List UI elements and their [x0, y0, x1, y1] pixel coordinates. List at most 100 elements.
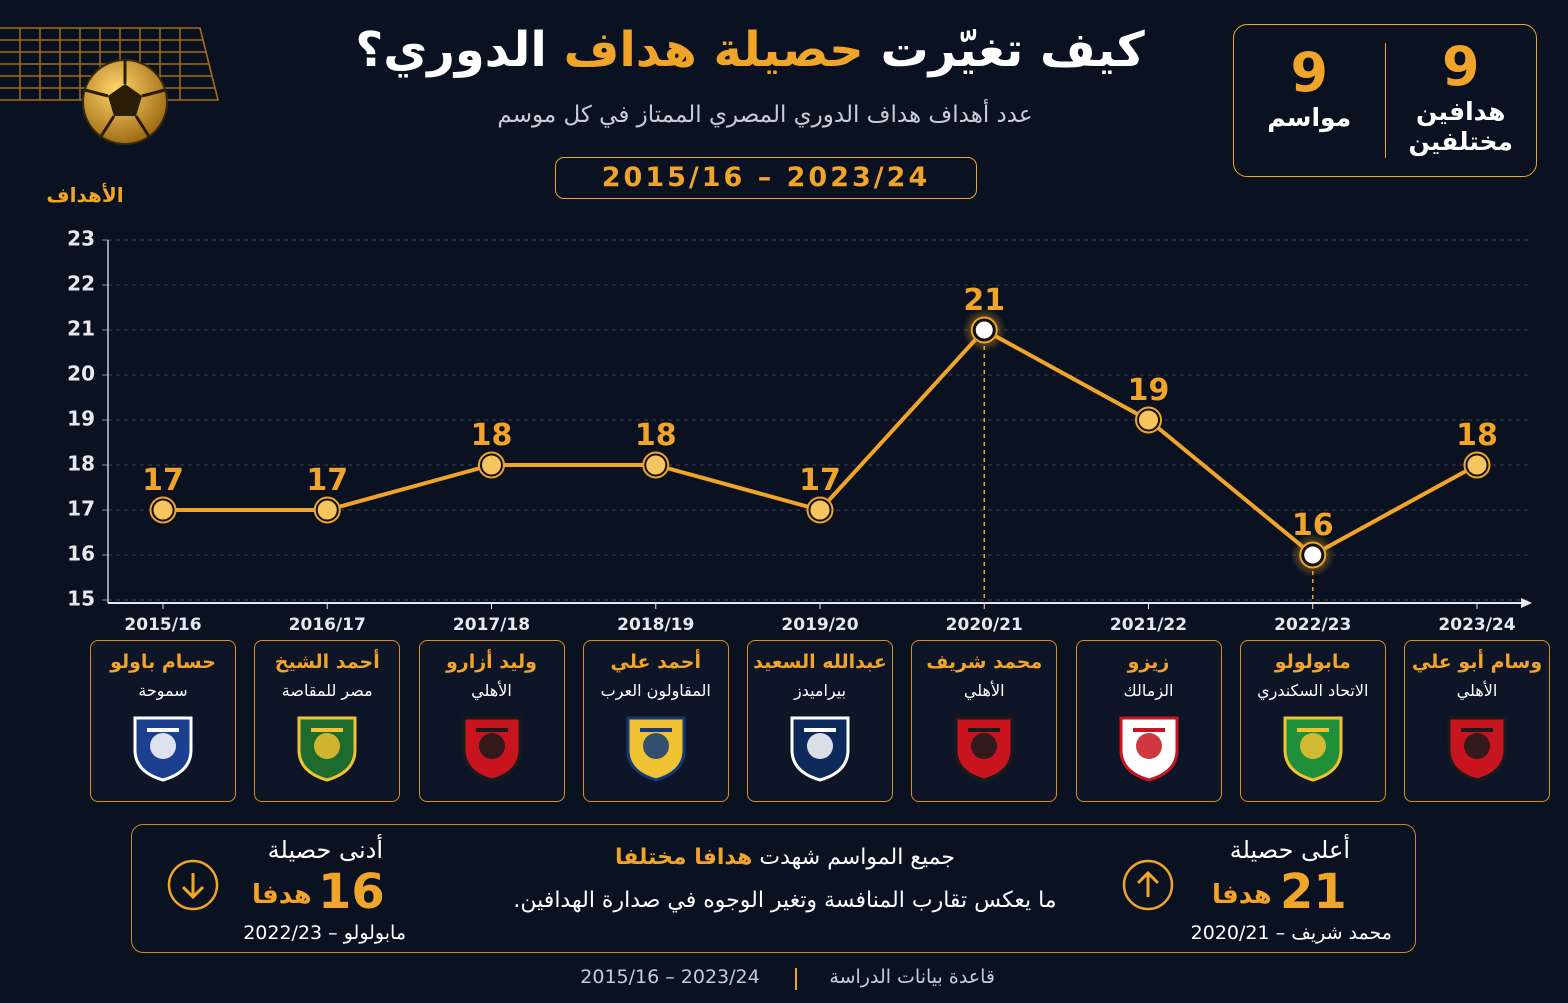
- x-tick-label: 2021/22: [1110, 615, 1187, 635]
- club-name: الزمالك: [1123, 681, 1174, 700]
- player-card: وسام أبو علي الأهلي: [1404, 640, 1550, 802]
- club-logo: [133, 716, 193, 782]
- summary-line: جميع المواسم شهدت هدافا مختلفا: [480, 845, 1090, 870]
- x-tick-label: 2020/21: [946, 615, 1023, 635]
- stats-box: 9 هدافين مختلفين 9 مواسم: [1233, 24, 1537, 177]
- low-label: أدنى حصيلة: [267, 836, 383, 864]
- high-unit: هدفا: [1212, 880, 1272, 910]
- club-name: سموحة: [138, 681, 188, 700]
- point: [1464, 452, 1490, 478]
- up-icon: [1122, 859, 1174, 911]
- club-name: الأهلي: [1456, 681, 1498, 700]
- club-name: مصر للمقاصة: [281, 681, 373, 700]
- footer-separator: [795, 968, 797, 990]
- player-name: زيزو: [1127, 651, 1170, 673]
- player-card: عبدالله السعيد بيراميدز: [747, 640, 893, 802]
- y-tick-label: 18: [67, 452, 95, 476]
- y-tick-label: 22: [67, 272, 95, 296]
- club-logo: [954, 716, 1014, 782]
- down-icon: [167, 859, 219, 911]
- y-tick-label: 17: [67, 497, 95, 521]
- high-value: 21: [1280, 864, 1347, 920]
- subtitle: عدد أهداف هداف الدوري المصري الممتاز في …: [497, 102, 1033, 128]
- player-card: وليد أزارو الأهلي: [418, 640, 565, 802]
- club-logo: [297, 716, 357, 782]
- player-card: أحمد علي المقاولون العرب: [582, 640, 729, 802]
- player-name: حسام باولو: [110, 651, 216, 673]
- x-tick-label: 2017/18: [453, 615, 530, 635]
- club-logo: [1283, 716, 1343, 782]
- point-ring: [313, 496, 341, 524]
- title-part: الدوري؟: [355, 22, 547, 78]
- point-ring: [149, 496, 177, 524]
- point-ring: [1135, 406, 1162, 434]
- value-label: 16: [1292, 508, 1334, 543]
- value-label: 17: [799, 463, 841, 498]
- value-label: 19: [1128, 373, 1170, 408]
- player-card: محمد شريف الأهلي: [911, 640, 1058, 802]
- point-ring: [1463, 451, 1491, 479]
- y-tick-label: 21: [67, 317, 95, 341]
- x-axis-arrow: [1521, 598, 1532, 608]
- player-name: محمد شريف: [926, 651, 1043, 673]
- x-tick-label: 2018/19: [617, 615, 694, 635]
- player-name: أحمد علي: [610, 651, 702, 673]
- title: كيف تغيّرت حصيلة هداف الدوري؟: [300, 22, 1200, 78]
- club-logo: [462, 716, 521, 782]
- player-name: وسام أبو علي: [1411, 651, 1543, 673]
- summary-box: [131, 824, 1416, 953]
- player-card: حسام باولو سموحة: [90, 640, 236, 802]
- club-name: الاتحاد السكندري: [1257, 681, 1369, 700]
- point: [314, 497, 340, 523]
- stat: 9 مواسم: [1234, 43, 1386, 158]
- point: [643, 452, 669, 478]
- stat-value: 9: [1441, 35, 1480, 98]
- value-label: 18: [635, 418, 677, 453]
- stat-label: مواسم: [1267, 103, 1352, 132]
- player-card: أحمد الشيخ مصر للمقاصة: [254, 640, 401, 802]
- title-part: كيف تغيّرت: [880, 22, 1145, 78]
- value-label: 18: [471, 418, 513, 453]
- point-ring: [1299, 541, 1327, 569]
- point-ring: [642, 451, 670, 479]
- value-label: 21: [963, 283, 1005, 318]
- y-tick-label: 19: [67, 407, 95, 431]
- value-label: 17: [142, 463, 184, 498]
- y-tick-label: 15: [67, 587, 95, 611]
- y-tick-label: 16: [67, 542, 95, 566]
- player-card: مابولولو الاتحاد السكندري: [1239, 640, 1386, 802]
- club-logo: [1447, 716, 1507, 782]
- x-tick-label: 2022/23: [1274, 615, 1351, 635]
- point-ring: [478, 451, 505, 479]
- period-badge: 2015/16 – 2023/24: [555, 157, 977, 199]
- y-axis-label: الأهداف: [46, 182, 123, 207]
- club-logo: [626, 716, 686, 782]
- x-tick-label: 2019/20: [781, 615, 858, 635]
- player-name: أحمد الشيخ: [274, 651, 380, 673]
- value-label: 17: [306, 463, 348, 498]
- footer-source: قاعدة بيانات الدراسة: [829, 966, 995, 988]
- title-highlight: حصيلة هداف: [563, 22, 864, 78]
- x-tick-label: 2016/17: [289, 615, 366, 635]
- summary-text: ما يعكس تقارب المنافسة وتغير الوجوه في ص…: [513, 888, 1057, 913]
- club-logo: [790, 716, 850, 782]
- player-name: عبدالله السعيد: [753, 651, 887, 673]
- x-tick-label: 2015/16: [124, 615, 201, 635]
- club-name: الأهلي: [471, 681, 512, 700]
- summary-text: جميع المواسم شهدت: [759, 845, 955, 870]
- point: [970, 316, 998, 344]
- summary-highlight: هدافا مختلفا: [615, 845, 753, 870]
- player-name: وليد أزارو: [445, 651, 537, 673]
- low-detail: مابولولو – 2022/23: [243, 922, 406, 944]
- high-label: أعلى حصيلة: [1229, 836, 1350, 864]
- point-ring: [970, 316, 998, 344]
- point: [1299, 541, 1327, 569]
- stat-label: هدافين مختلفين: [1408, 97, 1514, 156]
- point: [150, 497, 176, 523]
- low-value: 16: [318, 864, 385, 920]
- point: [807, 497, 833, 523]
- stat-value: 9: [1290, 41, 1329, 104]
- x-tick-label: 2023/24: [1438, 615, 1515, 635]
